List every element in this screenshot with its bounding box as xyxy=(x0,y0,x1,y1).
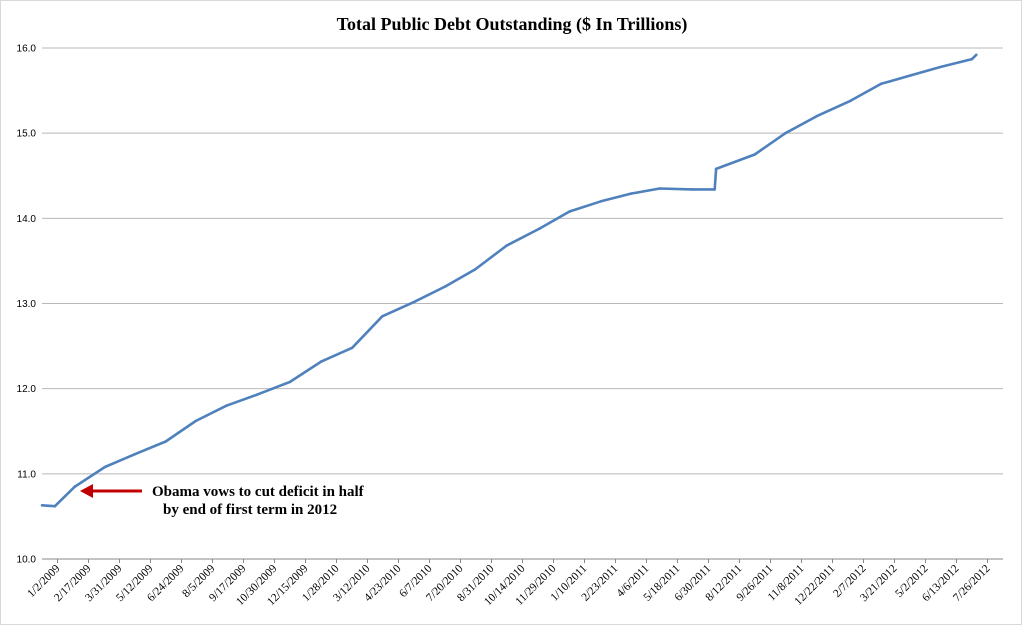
y-tick-label: 15.0 xyxy=(17,129,37,140)
data-point xyxy=(753,153,756,156)
data-point xyxy=(53,504,57,508)
data-point xyxy=(713,188,716,191)
data-point xyxy=(225,404,228,408)
data-point xyxy=(970,57,974,61)
data-point xyxy=(413,300,416,304)
series-layer xyxy=(40,53,978,508)
data-point xyxy=(288,380,292,384)
data-point xyxy=(940,65,943,68)
gridlines xyxy=(42,47,1003,560)
y-tick-label: 11.0 xyxy=(17,469,36,480)
data-point xyxy=(909,74,913,77)
y-tick-label: 14.0 xyxy=(17,214,37,225)
data-point xyxy=(505,244,508,247)
data-point xyxy=(568,210,571,213)
y-tick-label: 16.0 xyxy=(17,44,37,55)
data-point xyxy=(815,114,819,118)
data-point xyxy=(629,192,633,195)
data-point xyxy=(538,227,541,230)
data-point xyxy=(714,167,718,171)
data-point xyxy=(473,268,477,271)
data-point xyxy=(443,285,447,288)
data-point xyxy=(381,315,384,318)
y-tick-label: 13.0 xyxy=(17,299,37,310)
chart-title: Total Public Debt Outstanding ($ In Tril… xyxy=(336,14,688,34)
data-point xyxy=(849,99,852,103)
y-tick-label: 12.0 xyxy=(17,384,37,395)
data-point xyxy=(255,393,259,396)
data-point xyxy=(103,465,107,469)
data-point xyxy=(599,200,603,203)
data-point xyxy=(40,504,44,507)
data-point xyxy=(784,131,787,135)
data-point xyxy=(73,485,77,488)
annotation: Obama vows to cut deficit in half by end… xyxy=(80,484,365,518)
data-point xyxy=(658,187,661,190)
data-point xyxy=(320,360,323,363)
data-point xyxy=(194,419,197,423)
data-point xyxy=(879,82,883,86)
annotation-arrow-head xyxy=(80,484,93,498)
data-point xyxy=(164,440,167,443)
y-tick-label: 10.0 xyxy=(17,555,37,566)
annotation-line-1: Obama vows to cut deficit in half xyxy=(152,484,365,500)
x-axis-ticks: 1/2/20092/17/20093/31/20095/12/20096/24/… xyxy=(25,559,993,608)
data-point xyxy=(133,452,137,456)
annotation-line-2: by end of first term in 2012 xyxy=(163,502,337,518)
data-point xyxy=(975,53,978,57)
y-axis-ticks: 10.0 11.0 12.0 13.0 14.0 15.0 16.0 xyxy=(17,44,37,566)
series-line xyxy=(41,53,978,508)
data-point xyxy=(350,346,354,350)
data-point xyxy=(690,188,694,191)
